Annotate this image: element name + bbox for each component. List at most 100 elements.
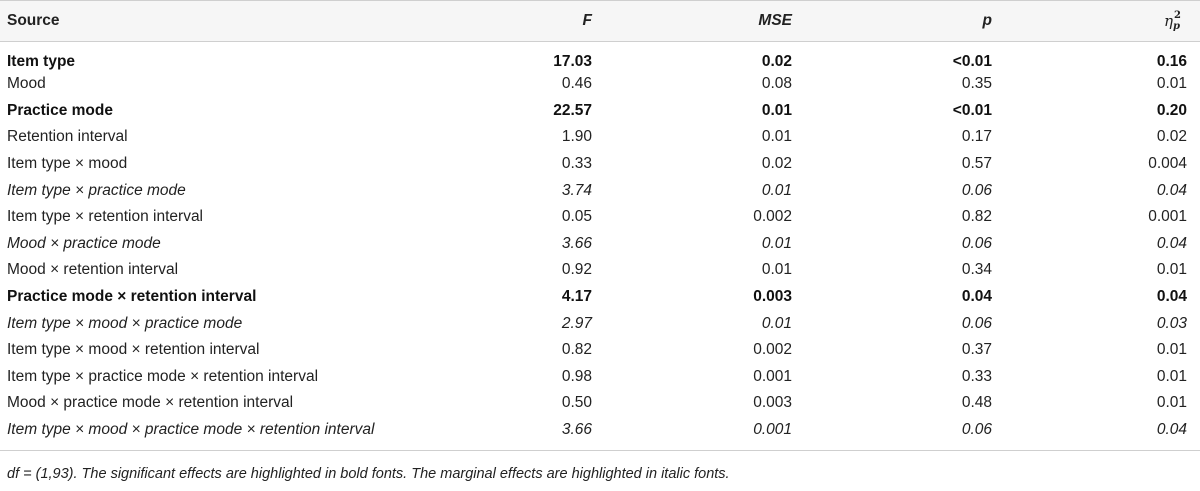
cell-mse: 0.002 xyxy=(753,208,792,226)
cell-f: 0.50 xyxy=(561,394,592,412)
cell-p: 0.06 xyxy=(961,181,992,199)
cell-p: 0.06 xyxy=(961,314,992,332)
cell-p: 0.06 xyxy=(961,234,992,252)
table-row: Mood × practice mode 3.66 0.01 0.06 0.04 xyxy=(0,231,1200,258)
cell-f: 3.66 xyxy=(561,234,592,252)
cell-partial-eta-squared: 0.02 xyxy=(1156,128,1187,146)
cell-source: Item type × mood × practice mode × reten… xyxy=(7,421,375,439)
table-bottom-rule xyxy=(0,450,1200,451)
cell-p: 0.82 xyxy=(961,208,992,226)
cell-mse: 0.01 xyxy=(761,181,792,199)
cell-partial-eta-squared: 0.16 xyxy=(1156,53,1187,70)
cell-mse: 0.02 xyxy=(761,155,792,173)
cell-f: 0.98 xyxy=(561,367,592,385)
eta-subscript: p xyxy=(1173,20,1181,32)
cell-mse: 0.01 xyxy=(761,261,792,279)
cell-mse: 0.01 xyxy=(761,101,792,119)
cell-source: Mood × practice mode × retention interva… xyxy=(7,394,294,412)
cell-f: 0.92 xyxy=(561,261,592,279)
table-row: Item type × mood × retention interval 0.8… xyxy=(0,337,1200,364)
cell-mse: 0.01 xyxy=(761,128,792,146)
header-p: p xyxy=(798,0,998,42)
cell-source: Item type × mood × retention interval xyxy=(7,341,260,359)
cell-partial-eta-squared: 0.01 xyxy=(1156,394,1187,412)
cell-p: 0.04 xyxy=(961,288,992,306)
cell-source: Item type × practice mode × retention in… xyxy=(7,367,319,385)
eta-superscript: 2 xyxy=(1174,9,1181,21)
cell-partial-eta-squared: 0.04 xyxy=(1156,181,1187,199)
cell-p: 0.48 xyxy=(961,394,992,412)
cell-f: 2.97 xyxy=(561,314,592,332)
cell-mse: 0.01 xyxy=(761,234,792,252)
cell-p: 0.37 xyxy=(961,341,992,359)
cell-f: 4.17 xyxy=(561,288,592,306)
cell-mse: 0.002 xyxy=(753,341,792,359)
cell-f: 0.46 xyxy=(561,75,592,93)
table-row: Mood 0.46 0.08 0.35 0.01 xyxy=(0,71,1200,98)
cell-partial-eta-squared: 0.03 xyxy=(1156,314,1187,332)
cell-partial-eta-squared: 0.04 xyxy=(1156,288,1187,306)
table-row: Item type × practice mode × retention in… xyxy=(0,364,1200,391)
header-f: F xyxy=(478,0,606,42)
table-row: Item type × mood × practice mode 2.97 0.01… xyxy=(0,310,1200,337)
cell-p: 0.06 xyxy=(961,421,992,439)
table-row: Practice mode 22.57 0.01 <0.01 0.20 xyxy=(0,98,1200,125)
cell-source: Retention interval xyxy=(7,128,128,146)
cell-source: Item type × mood × practice mode xyxy=(7,314,243,332)
cell-mse: 0.001 xyxy=(753,367,792,385)
cell-partial-eta-squared: 0.20 xyxy=(1156,101,1187,119)
cell-f: 17.03 xyxy=(553,53,592,70)
cell-f: 0.33 xyxy=(561,155,592,173)
cell-partial-eta-squared: 0.01 xyxy=(1156,341,1187,359)
cell-source: Mood × retention interval xyxy=(7,261,179,279)
cell-p: 0.57 xyxy=(961,155,992,173)
header-partial-eta-squared: ηp2 xyxy=(998,0,1200,42)
cell-source: Item type × retention interval xyxy=(7,208,204,226)
cell-mse: 0.003 xyxy=(753,394,792,412)
cell-p: 0.35 xyxy=(961,75,992,93)
cell-partial-eta-squared: 0.01 xyxy=(1156,261,1187,279)
cell-partial-eta-squared: 0.004 xyxy=(1148,155,1187,173)
cell-f: 3.66 xyxy=(561,421,592,439)
cell-source: Item type × practice mode xyxy=(7,181,186,199)
cell-mse: 0.001 xyxy=(753,421,792,439)
table-row: Mood × practice mode × retention interva… xyxy=(0,390,1200,417)
table-row: Mood × retention interval 0.92 0.01 0.34 0.0… xyxy=(0,257,1200,284)
table-row: Retention interval 1.90 0.01 0.17 0.02 xyxy=(0,124,1200,151)
cell-partial-eta-squared: 0.04 xyxy=(1156,234,1187,252)
cell-p: <0.01 xyxy=(952,53,992,70)
cell-p: 0.33 xyxy=(961,367,992,385)
anova-table-container: Source F MSE p ηp2 Item type 17.03 0.02 <0.… xyxy=(0,0,1200,451)
cell-source: Item type xyxy=(7,53,76,70)
cell-p: <0.01 xyxy=(952,101,992,119)
table-footnote: df = (1,93). The significant effects are… xyxy=(7,466,730,482)
cell-f: 0.05 xyxy=(561,208,592,226)
cell-partial-eta-squared: 0.01 xyxy=(1156,75,1187,93)
anova-results-table: Source F MSE p ηp2 Item type 17.03 0.02 <0.… xyxy=(0,0,1200,444)
eta-symbol: η xyxy=(1164,11,1174,30)
header-mse: MSE xyxy=(606,0,798,42)
table-row: Item type × practice mode 3.74 0.01 0.06 0.0… xyxy=(0,177,1200,204)
cell-f: 1.90 xyxy=(561,128,592,146)
table-row: Practice mode × retention interval 4.17 0.… xyxy=(0,284,1200,311)
cell-p: 0.34 xyxy=(961,261,992,279)
table-row: Item type × retention interval 0.05 0.002 0… xyxy=(0,204,1200,231)
table-row: Item type × mood × practice mode × reten… xyxy=(0,417,1200,444)
cell-f: 0.82 xyxy=(561,341,592,359)
cell-partial-eta-squared: 0.04 xyxy=(1156,421,1187,439)
table-row: Item type 17.03 0.02 <0.01 0.16 xyxy=(0,42,1200,72)
cell-mse: 0.01 xyxy=(761,314,792,332)
cell-p: 0.17 xyxy=(961,128,992,146)
cell-source: Mood xyxy=(7,75,46,93)
table-header-row: Source F MSE p ηp2 xyxy=(0,0,1200,42)
table-body: Item type 17.03 0.02 <0.01 0.16 Mood 0.46 0.08 0… xyxy=(0,42,1200,444)
cell-source: Practice mode xyxy=(7,101,113,119)
cell-source: Practice mode × retention interval xyxy=(7,288,257,306)
table-row: Item type × mood 0.33 0.02 0.57 0.004 xyxy=(0,151,1200,178)
cell-partial-eta-squared: 0.001 xyxy=(1148,208,1187,226)
header-source: Source xyxy=(0,0,478,42)
cell-partial-eta-squared: 0.01 xyxy=(1156,367,1187,385)
cell-mse: 0.02 xyxy=(761,53,792,70)
cell-f: 22.57 xyxy=(553,101,592,119)
cell-f: 3.74 xyxy=(561,181,592,199)
